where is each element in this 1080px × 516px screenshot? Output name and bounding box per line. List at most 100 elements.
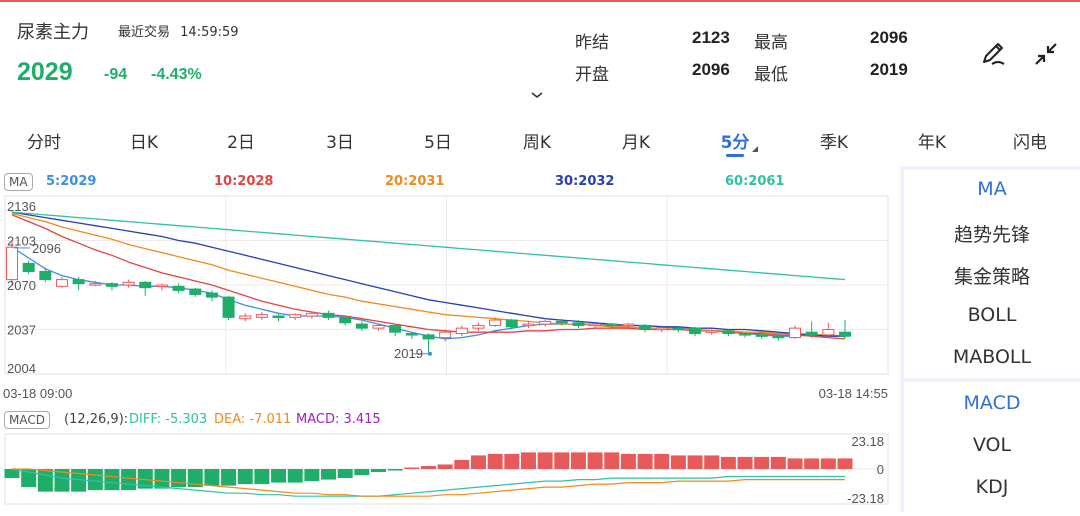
macd-bar [537, 452, 553, 469]
candle-body [89, 283, 102, 286]
tab-0[interactable]: 分时 [27, 133, 61, 153]
tab-2[interactable]: 2日 [227, 133, 255, 153]
sub-indicator-group: MACD VOL KDJ [904, 382, 1080, 512]
macd-bar [121, 469, 137, 491]
indicator-option-4[interactable]: MABOLL [952, 346, 1032, 368]
macd-bar [604, 452, 620, 469]
macd-bar [271, 469, 287, 483]
collapse-arrows-icon[interactable] [1030, 38, 1062, 70]
tab-10[interactable]: 闪电 [1013, 133, 1047, 153]
contract-name: 尿素主力 [17, 22, 89, 43]
macd-bar [71, 469, 87, 492]
macd-bar [804, 458, 820, 469]
sub-indicator-option-1[interactable]: VOL [972, 434, 1012, 456]
candle-body [822, 329, 835, 336]
candle-body [572, 322, 585, 326]
macd-bar [587, 452, 603, 469]
macd-bar [104, 469, 120, 491]
macd-bar [4, 469, 20, 479]
expand-chevron-icon[interactable] [530, 90, 544, 100]
macd-bar [754, 456, 770, 469]
high-value: 2096 [870, 28, 908, 47]
candle-body [655, 327, 668, 331]
candle-body [639, 324, 652, 330]
time-axis-start: 03-18 09:00 [3, 386, 72, 401]
indicator-option-1[interactable]: 趋势先锋 [953, 224, 1030, 246]
price-change: -94 [104, 66, 128, 83]
high-label: 最高 [754, 33, 788, 53]
low-label: 最低 [754, 65, 788, 85]
candle-body [539, 320, 552, 325]
macd-dea-line [12, 468, 845, 497]
macd-bar [237, 469, 253, 485]
macd-axis-min: -23.18 [847, 491, 884, 506]
macd-bar [704, 455, 720, 469]
candle-body [6, 246, 18, 281]
sub-indicator-option-2[interactable]: KDJ [975, 476, 1009, 498]
time-axis-end: 03-18 14:55 [819, 386, 888, 401]
indicator-option-2[interactable]: 集金策略 [953, 266, 1030, 288]
legend-ma10: 10:2028 [214, 174, 274, 189]
legend-ma20: 20:2031 [385, 174, 445, 189]
macd-bar [254, 469, 270, 485]
macd-bar [437, 464, 453, 469]
macd-bar [221, 469, 237, 486]
kline-chart-svg[interactable]: 2136 2103 2070 2037 2004 2096 2019 03-18 09:00 0… [0, 166, 900, 512]
legend-ma30: 30:2032 [555, 174, 615, 189]
axis-label-mid: 2070 [7, 278, 36, 293]
macd-bar [770, 456, 786, 469]
macd-bar [137, 469, 153, 489]
macd-bar [504, 453, 520, 469]
tab-6[interactable]: 月K [621, 133, 651, 153]
draw-pen-icon[interactable] [978, 38, 1010, 70]
macd-bar [737, 456, 753, 469]
candle-body [155, 284, 168, 287]
axis-label-top: 2136 [7, 199, 36, 214]
indicator-option-0[interactable]: MA [977, 178, 1007, 200]
open-label: 开盘 [575, 65, 609, 85]
macd-bar [720, 456, 736, 469]
open-value: 2096 [692, 60, 730, 79]
candle-body [255, 314, 268, 318]
candle-body [739, 333, 752, 336]
macd-bar [321, 469, 337, 480]
candle-body [139, 281, 152, 289]
kline-chart-area[interactable]: 2136 2103 2070 2037 2004 2096 2019 03-18 09:00 0… [0, 166, 900, 512]
tab-1[interactable]: 日K [129, 133, 159, 153]
macd-bar [654, 453, 670, 469]
sub-indicator-option-0[interactable]: MACD [963, 392, 1021, 414]
macd-bar [620, 453, 636, 469]
quote-header: 尿素主力 最近交易 14:59:59 2029 -94 -4.43% 昨结 21… [0, 2, 1080, 110]
candle-body [389, 324, 402, 333]
candle-body [755, 334, 768, 337]
candle-body [105, 283, 118, 287]
macd-bar [304, 469, 320, 482]
current-price: 2029 [17, 58, 73, 86]
ma-badge[interactable]: MA [4, 173, 33, 191]
candle-body [839, 331, 851, 337]
indicator-option-3[interactable]: BOLL [967, 304, 1017, 326]
macd-badge[interactable]: MACD [4, 411, 50, 429]
tab-7[interactable]: 5分 [720, 133, 750, 153]
candle-body [322, 312, 335, 318]
candle-body [355, 323, 368, 329]
tab-dropdown-indicator-icon[interactable] [752, 146, 758, 152]
ma-line-ma5 [11, 246, 846, 340]
active-tab-underline [726, 154, 744, 157]
plot-frame [4, 195, 889, 375]
main-indicator-group: MA 趋势先锋集金策略 BOLL MABOLL [904, 170, 1080, 378]
candle-body [772, 335, 785, 339]
macd-bar [87, 469, 103, 491]
macd-bar [687, 455, 703, 469]
tab-8[interactable]: 季K [819, 133, 849, 153]
tab-4[interactable]: 5日 [424, 133, 452, 153]
candle-body [589, 323, 602, 327]
candle-body [172, 285, 185, 291]
candle-body [522, 323, 535, 327]
macd-bar [21, 469, 37, 488]
tab-9[interactable]: 年K [917, 133, 947, 153]
candle-body [239, 315, 252, 320]
tab-3[interactable]: 3日 [326, 133, 354, 153]
candle-body [672, 327, 685, 331]
tab-5[interactable]: 周K [522, 133, 552, 153]
